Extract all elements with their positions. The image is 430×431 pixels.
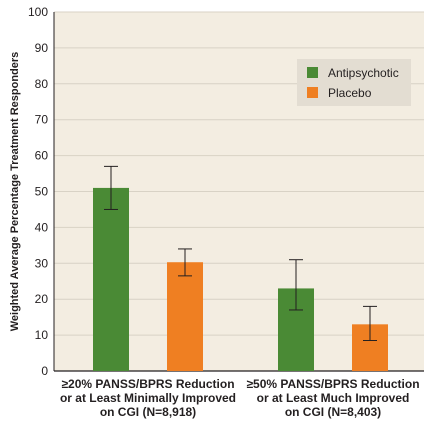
y-tick-label: 60 — [35, 149, 49, 163]
bar — [167, 262, 203, 371]
y-tick-label: 40 — [35, 220, 49, 234]
y-tick-label: 90 — [35, 41, 49, 55]
y-tick-label: 10 — [35, 328, 49, 342]
y-tick-label: 50 — [35, 185, 49, 199]
y-tick-label: 0 — [41, 364, 48, 378]
legend-label: Antipsychotic — [328, 66, 399, 80]
x-category-label: or at Least Minimally Improved — [60, 391, 236, 405]
x-category-label: on CGI (N=8,403) — [285, 405, 381, 419]
legend-label: Placebo — [328, 86, 372, 100]
legend-swatch — [307, 87, 318, 98]
y-tick-label: 20 — [35, 292, 49, 306]
y-axis-title: Weighted Average Percentage Treatment Re… — [9, 52, 21, 332]
bar — [93, 187, 129, 371]
x-category-label: ≥50% PANSS/BPRS Reduction — [246, 377, 419, 391]
y-tick-label: 80 — [35, 77, 49, 91]
x-category-label: ≥20% PANSS/BPRS Reduction — [61, 377, 234, 391]
legend-box — [297, 59, 411, 106]
x-category-label: or at Least Much Improved — [257, 391, 410, 405]
y-tick-label: 30 — [35, 256, 49, 270]
y-tick-label: 100 — [28, 5, 48, 19]
legend-swatch — [307, 67, 318, 78]
x-category-label: on CGI (N=8,918) — [100, 405, 196, 419]
y-tick-label: 70 — [35, 113, 49, 127]
